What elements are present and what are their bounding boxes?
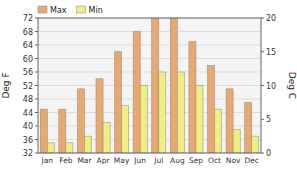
bar <box>159 72 166 153</box>
y2-tick-label: 5 <box>266 115 271 124</box>
bar <box>152 18 159 153</box>
bar <box>233 129 240 153</box>
y-tick-label: 52 <box>23 82 33 91</box>
bar <box>115 52 122 153</box>
legend-label: Min <box>89 6 103 15</box>
x-tick-label: Jan <box>41 156 54 165</box>
legend-swatch <box>77 6 86 13</box>
y2-tick-label: 10 <box>266 82 276 91</box>
bar <box>84 136 91 153</box>
bar <box>140 86 147 154</box>
y-tick-label: 56 <box>23 68 33 77</box>
y-tick-label: 32 <box>23 149 33 158</box>
y2-tick-label: 20 <box>266 14 276 23</box>
bar <box>177 72 184 153</box>
legend: Max Min <box>38 6 103 15</box>
y2-tick-label: 0 <box>266 149 271 158</box>
bar <box>59 109 66 153</box>
x-tick-label: Jun <box>133 156 146 165</box>
y-axis-label: Deg F <box>1 72 11 98</box>
bar <box>252 136 259 153</box>
legend-swatch <box>38 6 47 13</box>
bars <box>40 18 259 153</box>
bar <box>226 89 233 153</box>
y-tick-label: 68 <box>23 28 33 37</box>
bar <box>77 89 84 153</box>
bar <box>215 109 222 153</box>
bar <box>189 42 196 153</box>
bar <box>170 18 177 153</box>
legend-label: Max <box>50 6 67 15</box>
bar <box>245 102 252 153</box>
x-tick-label: Sep <box>189 156 203 165</box>
bar <box>133 32 140 154</box>
y-tick-label: 44 <box>23 109 33 118</box>
x-tick-label: Mar <box>77 156 92 165</box>
y2-axis-label: Deg C <box>287 72 297 99</box>
x-tick-label: Aug <box>170 156 185 165</box>
y2-tick-label: 15 <box>266 48 276 57</box>
grid-line <box>38 58 261 59</box>
grid-line <box>38 31 261 32</box>
plot-frame <box>38 18 261 153</box>
bar <box>96 79 103 153</box>
bar <box>66 143 73 153</box>
bar <box>103 123 110 153</box>
y-tick-label: 36 <box>23 136 33 145</box>
y-tick-label: 72 <box>23 14 33 23</box>
plot-area <box>38 18 261 153</box>
x-tick-label: May <box>114 156 130 165</box>
x-tick-label: Feb <box>59 156 73 165</box>
bar <box>207 65 214 153</box>
x-tick-label: Oct <box>208 156 221 165</box>
y-tick-label: 60 <box>23 55 33 64</box>
x-tick-label: Jul <box>153 156 163 165</box>
bar <box>47 143 54 153</box>
grid-line <box>38 85 261 86</box>
x-tick-label: Nov <box>226 156 241 165</box>
x-tick-label: Apr <box>97 156 111 165</box>
bar <box>196 86 203 154</box>
grid-line <box>38 45 261 46</box>
chart-container: 32 36 40 44 48 52 56 60 64 68 72 0 5 10 15 20 Jan Feb Mar A… <box>0 0 297 169</box>
y-tick-label: 64 <box>23 41 33 50</box>
x-tick-label: Dec <box>244 156 259 165</box>
y-tick-label: 40 <box>23 122 33 131</box>
bar <box>122 106 129 153</box>
chart-svg: 32 36 40 44 48 52 56 60 64 68 72 0 5 10 15 20 Jan Feb Mar A… <box>0 0 297 169</box>
bar <box>40 109 47 153</box>
grid-line <box>38 72 261 73</box>
y-tick-label: 48 <box>23 95 33 104</box>
